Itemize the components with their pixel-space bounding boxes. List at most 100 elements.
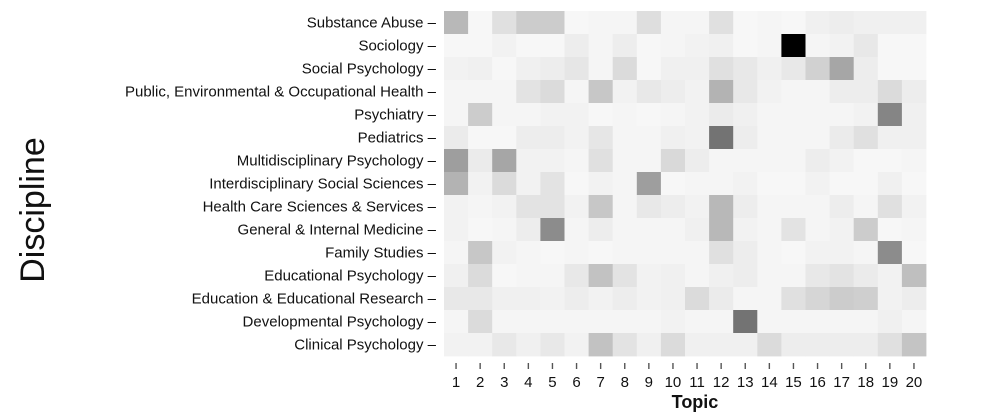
heatmap-cell-r12-c20 <box>901 264 927 288</box>
heatmap-cell-r5-c2 <box>468 103 493 127</box>
heatmap-cell-r4-c6 <box>564 80 589 104</box>
heatmap-cell-r10-c3 <box>492 218 517 242</box>
heatmap-cell-r4-c7 <box>588 80 614 104</box>
heatmap-cell-r5-c16 <box>805 103 830 127</box>
heatmap-cell-r8-c12 <box>709 172 734 196</box>
heatmap-cell-r12-c3 <box>492 264 517 288</box>
heatmap-cell-r1-c10 <box>660 11 686 35</box>
topic-tick-label: 11 <box>689 374 705 391</box>
heatmap-cell-r8-c14 <box>757 172 782 196</box>
heatmap-cell-r6-c15 <box>781 126 806 150</box>
heatmap-cell-r2-c17 <box>829 34 855 58</box>
heatmap-cell-r15-c17 <box>829 333 855 357</box>
heatmap-cell-r10-c11 <box>685 218 710 242</box>
heatmap-cell-r2-c4 <box>516 34 541 58</box>
heatmap-cell-r1-c20 <box>901 11 927 35</box>
heatmap-cell-r1-c12 <box>709 11 734 35</box>
heatmap-cell-r8-c4 <box>516 172 541 196</box>
heatmap-cell-r1-c17 <box>829 11 855 35</box>
heatmap-cell-r12-c10 <box>660 264 686 288</box>
heatmap-cell-r2-c20 <box>901 34 927 58</box>
heatmap-cell-r9-c7 <box>588 195 614 219</box>
heatmap-cell-r13-c18 <box>853 287 879 311</box>
heatmap-cell-r13-c15 <box>781 287 806 311</box>
heatmap-cell-r10-c1 <box>444 218 469 242</box>
topic-tick-label: 16 <box>809 374 826 391</box>
heatmap-cell-r2-c11 <box>685 34 710 58</box>
heatmap-cell-r14-c11 <box>685 310 710 334</box>
heatmap-cell-r7-c18 <box>853 149 879 173</box>
heatmap-cell-r4-c1 <box>444 80 469 104</box>
heatmap-cell-r2-c14 <box>757 34 782 58</box>
heatmap-cell-r13-c7 <box>588 287 614 311</box>
heatmap-cell-r7-c1 <box>444 149 469 173</box>
heatmap-cell-r1-c16 <box>805 11 830 35</box>
heatmap-cell-r7-c14 <box>757 149 782 173</box>
heatmap-cell-r13-c4 <box>516 287 541 311</box>
heatmap-cell-r12-c2 <box>468 264 493 288</box>
heatmap-cell-r14-c20 <box>901 310 927 334</box>
heatmap-cell-r10-c2 <box>468 218 493 242</box>
heatmap-cell-r5-c7 <box>588 103 614 127</box>
heatmap-cell-r14-c7 <box>588 310 614 334</box>
heatmap-cell-r9-c10 <box>660 195 686 219</box>
topic-tick-label: 7 <box>596 374 604 391</box>
heatmap-cell-r12-c9 <box>636 264 662 288</box>
heatmap-cell-r10-c16 <box>805 218 830 242</box>
heatmap-cell-r9-c11 <box>685 195 710 219</box>
heatmap-cell-r14-c3 <box>492 310 517 334</box>
topic-tick-label: 9 <box>645 374 653 391</box>
heatmap-cell-r4-c17 <box>829 80 855 104</box>
heatmap-cell-r8-c10 <box>660 172 686 196</box>
heatmap-cell-r6-c13 <box>733 126 758 150</box>
heatmap-cell-r15-c6 <box>564 333 589 357</box>
heatmap-cell-r14-c16 <box>805 310 830 334</box>
heatmap-cell-r2-c1 <box>444 34 469 58</box>
discipline-label: Clinical Psychology – <box>294 337 436 354</box>
heatmap-cell-r8-c9 <box>636 172 662 196</box>
heatmap-cell-r5-c17 <box>829 103 855 127</box>
heatmap-cell-r12-c16 <box>805 264 830 288</box>
heatmap-cell-r1-c13 <box>733 11 758 35</box>
heatmap-cell-r3-c16 <box>805 57 830 81</box>
heatmap-cell-r12-c7 <box>588 264 614 288</box>
heatmap-cell-r1-c5 <box>540 11 565 35</box>
heatmap-cell-r1-c9 <box>636 11 662 35</box>
heatmap-cell-r14-c9 <box>636 310 662 334</box>
heatmap-cell-r2-c19 <box>877 34 903 58</box>
heatmap-cell-r5-c5 <box>540 103 565 127</box>
heatmap-cell-r13-c9 <box>636 287 662 311</box>
heatmap-cell-r2-c12 <box>709 34 734 58</box>
heatmap-cell-r1-c7 <box>588 11 614 35</box>
heatmap-cell-r11-c15 <box>781 241 806 265</box>
heatmap-cell-r13-c5 <box>540 287 565 311</box>
heatmap-cell-r13-c13 <box>733 287 758 311</box>
heatmap-cell-r15-c18 <box>853 333 879 357</box>
heatmap-cell-r4-c12 <box>709 80 734 104</box>
heatmap-cell-r9-c5 <box>540 195 565 219</box>
heatmap-cell-r8-c5 <box>540 172 565 196</box>
heatmap-cell-r15-c15 <box>781 333 806 357</box>
heatmap-cell-r2-c9 <box>636 34 662 58</box>
heatmap-cell-r1-c11 <box>685 11 710 35</box>
heatmap-cell-r6-c1 <box>444 126 469 150</box>
heatmap-cell-r8-c17 <box>829 172 855 196</box>
discipline-label: Substance Abuse – <box>307 15 437 32</box>
heatmap-cell-r2-c3 <box>492 34 517 58</box>
heatmap-cell-r1-c18 <box>853 11 879 35</box>
topic-tick-label: 14 <box>761 374 778 391</box>
heatmap-cell-r9-c2 <box>468 195 493 219</box>
topic-tick-label: 6 <box>572 374 580 391</box>
heatmap-cell-r3-c15 <box>781 57 806 81</box>
discipline-label: Health Care Sciences & Services – <box>203 199 437 216</box>
heatmap-cell-r8-c1 <box>444 172 469 196</box>
heatmap-cell-r10-c17 <box>829 218 855 242</box>
heatmap-cell-r9-c12 <box>709 195 734 219</box>
heatmap-cell-r4-c19 <box>877 80 903 104</box>
heatmap-cell-r6-c14 <box>757 126 782 150</box>
heatmap-cell-r14-c2 <box>468 310 493 334</box>
heatmap-cell-r9-c14 <box>757 195 782 219</box>
heatmap-cell-r8-c18 <box>853 172 879 196</box>
heatmap-cell-r9-c19 <box>877 195 903 219</box>
